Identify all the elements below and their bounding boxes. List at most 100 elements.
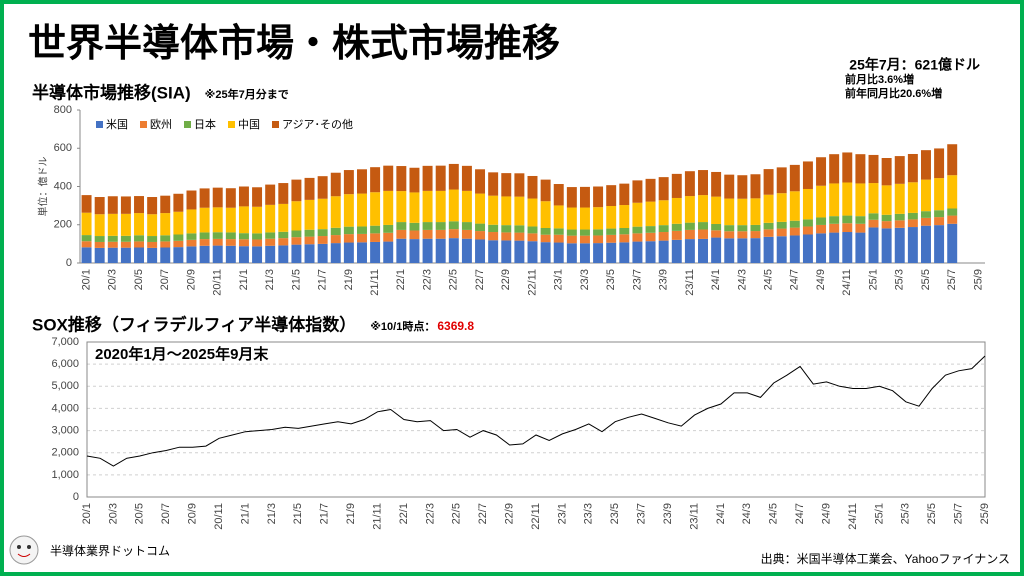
bar-segment [134, 247, 145, 263]
bar-segment [475, 239, 486, 263]
bar-segment [81, 247, 92, 263]
bar-segment [488, 232, 499, 241]
x-tick-label: 24/1 [715, 503, 727, 524]
bar-segment [317, 229, 328, 237]
bar-segment [842, 215, 853, 224]
bar-segment [488, 172, 499, 196]
bar-segment [750, 198, 761, 225]
bar-segment [107, 241, 118, 248]
bar-segment [789, 220, 800, 228]
bar-segment [173, 240, 184, 248]
sox-line [86, 355, 986, 467]
x-tick-label: 23/5 [605, 269, 617, 290]
bar-segment [671, 223, 682, 231]
x-tick-label: 21/3 [264, 269, 276, 290]
bar-segment [868, 154, 879, 184]
bar-segment [409, 239, 420, 263]
bar-segment [632, 202, 643, 227]
bar-segment [920, 225, 931, 263]
x-tick-label: 24/7 [789, 269, 801, 290]
bar-segment [881, 214, 892, 222]
bar-segment [698, 195, 708, 223]
bar-segment [881, 185, 892, 215]
bar-segment [238, 186, 249, 207]
bar-segment [947, 175, 958, 209]
bar-segment [947, 215, 958, 224]
bar-segment [461, 229, 472, 239]
bar-segment [225, 239, 236, 246]
bar-segment [658, 232, 669, 241]
bar-segment [278, 183, 289, 204]
bar-segment [107, 213, 118, 236]
bar-segment [357, 226, 367, 234]
x-tick-label: 25/5 [926, 503, 938, 524]
bar-segment [278, 238, 289, 246]
bar-segment [238, 246, 249, 263]
y-axis-label: 単位：億ドル [37, 157, 50, 217]
bar-segment [593, 207, 604, 230]
bar-segment [370, 241, 381, 263]
bar-segment [566, 243, 577, 263]
bar-segment [527, 175, 538, 199]
bar-segment [278, 203, 289, 232]
bar-segment [461, 165, 472, 191]
bar-segment [370, 167, 381, 193]
bar-segment [855, 223, 866, 233]
bar-segment [724, 198, 735, 226]
bar-segment [724, 174, 735, 199]
bar-segment [94, 247, 105, 263]
bar-segment [278, 231, 289, 239]
bar-segment [540, 228, 551, 235]
bar-segment [527, 233, 538, 242]
bar-segment [396, 222, 407, 230]
bar-segment [370, 225, 381, 234]
bar-segment [698, 238, 708, 263]
bar-segment [330, 243, 341, 263]
bar-segment [829, 223, 840, 233]
bar-segment [488, 240, 499, 263]
bar-segment [934, 148, 945, 179]
bar-segment [829, 216, 840, 224]
bar-segment [461, 238, 472, 263]
bar-segment [894, 213, 905, 221]
bar-segment [291, 237, 302, 245]
bar-segment [789, 227, 800, 236]
page-title: 世界半導体市場・株式市場推移 [28, 23, 560, 65]
bar-segment [593, 235, 604, 244]
x-tick-label: 25/3 [894, 269, 906, 290]
bar-segment [291, 244, 302, 263]
x-tick-label: 20/3 [107, 269, 119, 290]
bar-segment [894, 227, 905, 263]
bar-segment [160, 213, 171, 236]
x-tick-label: 20/9 [185, 269, 197, 290]
bar-segment [225, 232, 236, 240]
bar-segment [134, 241, 145, 248]
bar-segment [816, 157, 827, 186]
y-tick-label: 800 [54, 104, 72, 116]
bar-segment [134, 235, 145, 242]
bar-segment [488, 195, 499, 225]
y-tick-label: 400 [54, 180, 72, 192]
bar-segment [448, 221, 459, 230]
bar-segment [579, 207, 590, 230]
bar-segment [147, 241, 158, 248]
bar-segment [855, 183, 866, 217]
x-tick-label: 21/9 [345, 503, 357, 524]
x-tick-label: 20/11 [213, 503, 225, 530]
bar-segment [225, 245, 236, 263]
legend-swatch [140, 121, 147, 128]
bar-segment [684, 222, 695, 230]
bar-segment [186, 233, 197, 240]
bar-segment [173, 193, 184, 212]
bar-segment [94, 214, 105, 237]
x-tick-label: 25/9 [979, 503, 991, 524]
bar-segment [501, 240, 512, 263]
x-tick-label: 25/3 [900, 503, 912, 524]
bar-segment [422, 190, 433, 223]
bar-segment [553, 234, 564, 243]
x-tick-label: 23/9 [658, 269, 670, 290]
x-tick-label: 20/3 [107, 503, 119, 524]
x-tick-label: 21/1 [238, 269, 250, 290]
bar-segment [409, 192, 420, 223]
bar-segment [448, 163, 459, 190]
